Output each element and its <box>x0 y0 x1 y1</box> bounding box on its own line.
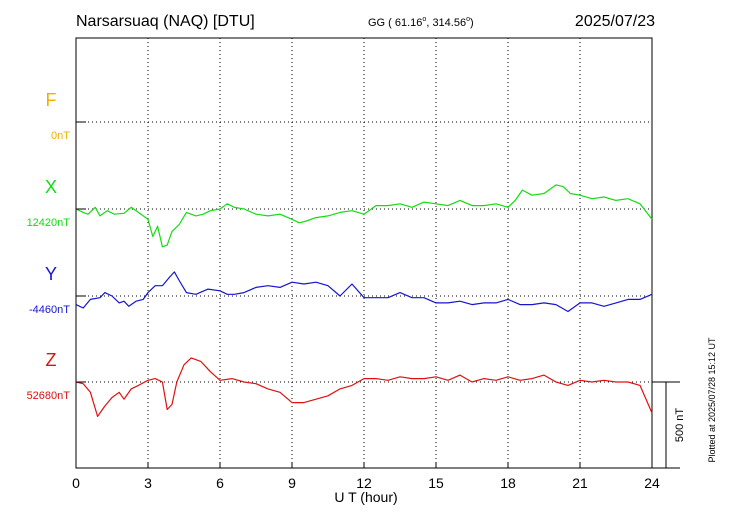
x-tick-label: 3 <box>144 475 152 491</box>
x-tick-label: 15 <box>428 475 444 491</box>
x-axis: 0 3 6 9 12 15 18 21 24 <box>72 462 660 491</box>
series-line-x <box>75 184 653 248</box>
series-name-z: Z <box>46 350 57 370</box>
baseline-label-z: 52680nT <box>27 390 71 402</box>
series-line-y <box>75 271 653 313</box>
series-name-y: Y <box>45 264 57 284</box>
series-name-x: X <box>45 177 57 197</box>
x-tick-label: 9 <box>288 475 296 491</box>
date-label: 2025/07/23 <box>575 13 655 30</box>
series-line-z <box>75 357 653 417</box>
plotted-at-note: Plotted at 2025/07/28 15:12 UT <box>707 337 717 463</box>
coordinates-label: GG ( 61.16o, 314.56o) <box>368 16 474 29</box>
baseline-label-f: 0nT <box>51 130 70 142</box>
x-tick-label: 18 <box>500 475 516 491</box>
scale-bar: 500 nT <box>652 381 686 469</box>
scale-bar-label: 500 nT <box>674 408 686 443</box>
series-labels-layer: F 0nT X 12420nT Y -4460nT Z 52680nT <box>27 90 86 402</box>
series-name-f: F <box>46 90 57 110</box>
grid-layer <box>76 38 652 468</box>
station-title: Narsarsuaq (NAQ) [DTU] <box>76 13 255 30</box>
series-layer <box>75 184 653 417</box>
baseline-label-x: 12420nT <box>27 217 71 229</box>
x-tick-label: 21 <box>572 475 588 491</box>
baseline-label-y: -4460nT <box>29 304 70 316</box>
x-axis-label: U T (hour) <box>334 489 397 505</box>
x-tick-label: 24 <box>644 475 660 491</box>
x-tick-label: 12 <box>356 475 372 491</box>
x-tick-label: 0 <box>72 475 80 491</box>
x-tick-label: 6 <box>216 475 224 491</box>
